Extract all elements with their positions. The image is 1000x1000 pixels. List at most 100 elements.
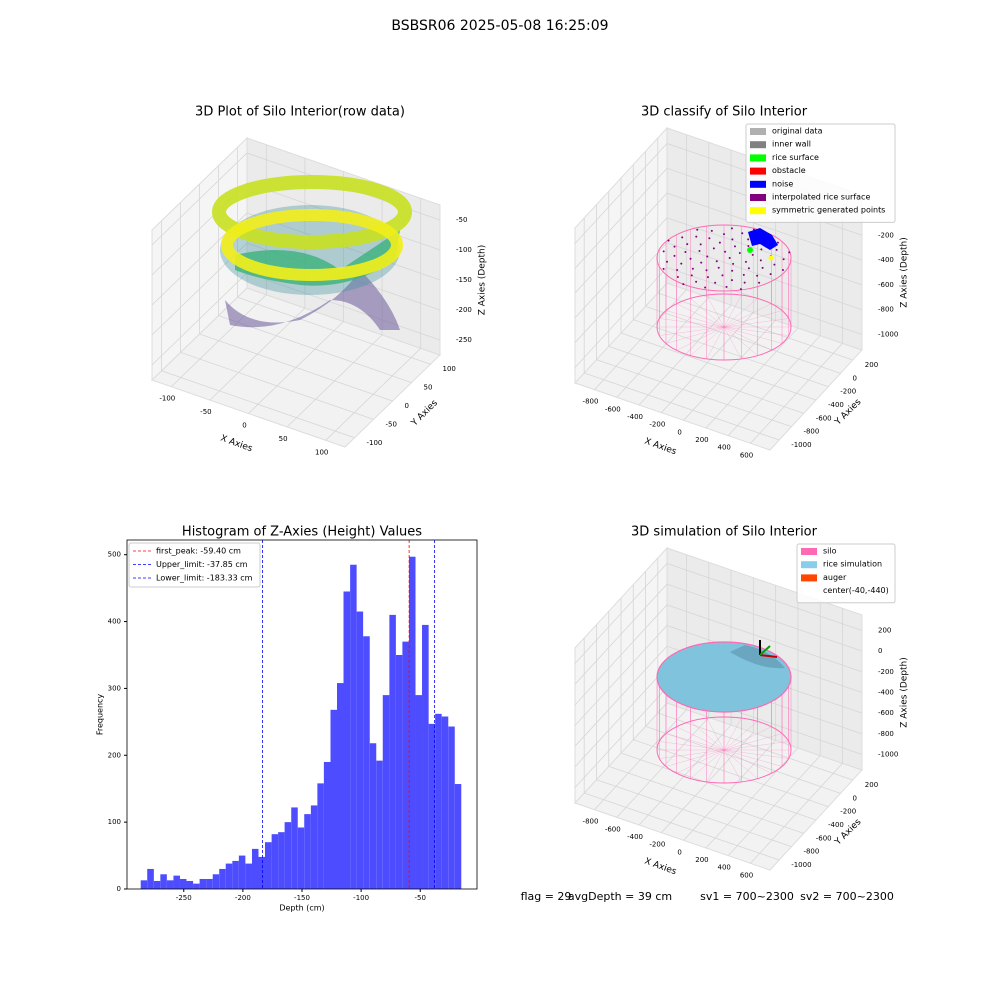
bar	[402, 641, 410, 889]
y-tick-label: 0	[853, 374, 857, 382]
bar	[369, 743, 377, 889]
bar	[245, 863, 252, 889]
z-tick-label: -1000	[878, 331, 898, 339]
point-cloud-ring-top	[212, 175, 412, 249]
surface-dot	[721, 274, 724, 277]
grid-line	[594, 554, 687, 810]
silo-wire	[723, 295, 742, 328]
x-tick-label: -50	[200, 408, 211, 416]
grid-line	[209, 158, 306, 401]
silo-top	[656, 224, 792, 292]
x-tick-label: 50	[279, 435, 288, 443]
silo-wire	[723, 298, 758, 328]
grid-line	[574, 242, 863, 343]
grid-line	[632, 164, 829, 388]
grid-line	[750, 608, 843, 864]
x-tick-label: 100	[315, 448, 328, 456]
y-tick-label: 400	[108, 618, 121, 626]
silo-wire	[690, 721, 725, 751]
surface-dot	[775, 248, 778, 251]
grid-line	[727, 180, 821, 436]
legend-swatch	[750, 141, 766, 149]
surface-dot	[731, 238, 734, 241]
grid-line	[151, 152, 441, 246]
legend-label: obstacle	[772, 166, 806, 175]
z-axis-label: Z Axies (Depth)	[900, 237, 910, 308]
surface-dot	[680, 262, 683, 265]
point-cloud-ring	[221, 209, 403, 281]
surface-sim	[656, 640, 792, 784]
point-cloud-lower	[225, 270, 400, 330]
bar	[199, 878, 207, 889]
silo-wire	[723, 733, 783, 751]
surface-dot	[738, 252, 741, 255]
surface-raw	[212, 175, 412, 330]
y-axis-label: Frequency	[96, 694, 105, 736]
surface-dot	[662, 250, 665, 253]
bar	[441, 716, 449, 889]
surface-dot	[710, 229, 713, 232]
silo-wire	[690, 326, 725, 356]
x-tick-label: 0	[677, 848, 681, 856]
y-tick-label: 0	[405, 402, 409, 410]
surface-dot	[747, 245, 750, 248]
bar	[356, 611, 364, 889]
y-tick-label: -50	[386, 420, 397, 428]
bar	[271, 834, 279, 889]
bar	[225, 863, 233, 889]
bar	[395, 654, 403, 889]
silo-wire	[659, 749, 725, 759]
surface-dot	[782, 258, 785, 261]
surface-dot	[699, 243, 702, 246]
legend-swatch	[750, 154, 766, 162]
y-tick-label: -100	[367, 439, 383, 447]
y-tick-label: 100	[443, 365, 456, 373]
x-tick-label: -800	[583, 818, 599, 826]
surface-dot	[730, 279, 733, 282]
surface-dot	[704, 286, 707, 289]
surface-dot	[684, 251, 687, 254]
silo-wire	[706, 718, 725, 751]
surface-dot	[718, 241, 721, 244]
z-tick-label: -100	[456, 246, 472, 254]
silo-wire	[723, 721, 758, 751]
legend-label: auger	[823, 573, 847, 582]
symmetric-dot	[768, 255, 774, 261]
surface-dot	[743, 281, 746, 284]
silo-bottom	[656, 716, 792, 784]
silo-wire	[676, 726, 725, 751]
auger-x	[759, 654, 778, 658]
surface-dot	[673, 245, 676, 248]
bar	[212, 874, 220, 889]
x-tick-label: 600	[740, 871, 753, 879]
bar	[264, 842, 272, 889]
silo-wire	[723, 326, 742, 359]
y-tick-label: -800	[803, 428, 819, 436]
bar	[186, 880, 194, 889]
x-tick-label: -200	[649, 421, 665, 429]
legend-box	[128, 542, 261, 588]
z-tick-label: -250	[456, 336, 472, 344]
surface-dot	[708, 237, 711, 240]
grid-line	[574, 192, 863, 294]
legend-label: inner wall	[772, 140, 811, 149]
silo-wire	[659, 318, 725, 328]
bar	[337, 683, 344, 889]
grid-line	[608, 611, 804, 834]
bar	[219, 868, 226, 889]
surface-dot	[676, 269, 679, 272]
bar	[232, 860, 239, 889]
legend-label: noise	[772, 179, 793, 188]
silo-wire	[706, 295, 725, 328]
y-tick-label: -600	[816, 414, 832, 422]
bar	[173, 875, 180, 889]
grid-line	[608, 191, 804, 414]
chart-title: Histogram of Z-Axies (Height) Values	[182, 525, 422, 540]
grid-line	[727, 600, 821, 856]
surface-dot	[761, 266, 764, 269]
silo-wire	[723, 749, 772, 774]
z-tick-label: -150	[456, 276, 472, 284]
legend-swatch	[750, 180, 766, 188]
bar	[238, 855, 246, 889]
